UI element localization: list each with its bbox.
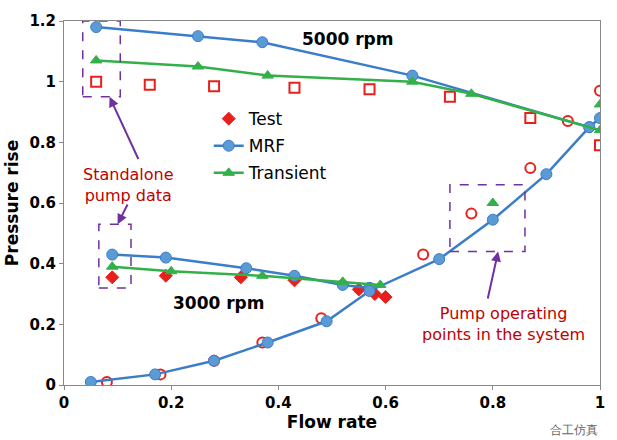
svg-text:0.6: 0.6 <box>29 194 56 212</box>
svg-text:0.8: 0.8 <box>29 134 56 152</box>
svg-text:0.2: 0.2 <box>29 316 56 334</box>
svg-text:1: 1 <box>46 73 56 91</box>
svg-text:0: 0 <box>59 394 69 412</box>
svg-text:0.6: 0.6 <box>372 394 399 412</box>
svg-text:Transient: Transient <box>248 163 327 183</box>
svg-text:Test: Test <box>248 109 283 129</box>
svg-text:Standalonepump data: Standalonepump data <box>83 165 174 205</box>
svg-text:Flow rate: Flow rate <box>287 412 377 432</box>
svg-text:0.4: 0.4 <box>29 255 56 273</box>
svg-text:Pump operatingpoints in the sy: Pump operatingpoints in the system <box>422 304 585 344</box>
svg-text:0.2: 0.2 <box>158 394 185 412</box>
svg-text:Pressure rise: Pressure rise <box>2 140 22 266</box>
svg-text:5000 rpm: 5000 rpm <box>302 29 394 49</box>
svg-text:合工仿真: 合工仿真 <box>550 423 598 437</box>
svg-text:3000 rpm: 3000 rpm <box>173 293 265 313</box>
svg-text:0.4: 0.4 <box>265 394 292 412</box>
svg-text:MRF: MRF <box>249 136 285 156</box>
svg-text:1: 1 <box>595 394 605 412</box>
svg-text:0: 0 <box>46 376 56 394</box>
svg-text:1.2: 1.2 <box>29 12 56 30</box>
svg-text:0.8: 0.8 <box>480 394 507 412</box>
